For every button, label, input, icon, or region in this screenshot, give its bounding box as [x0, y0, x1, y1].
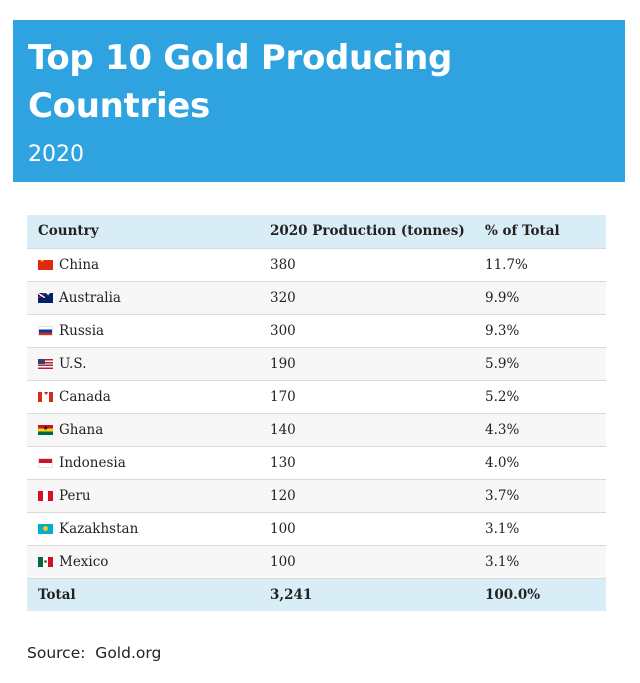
production-cell: 320	[259, 281, 474, 315]
total-row: Total 3,241 100.0%	[27, 578, 606, 611]
russia-flag-icon	[38, 325, 53, 336]
share-cell: 3.1%	[474, 512, 606, 546]
country-name: China	[59, 256, 100, 273]
share-cell: 11.7%	[474, 248, 606, 282]
production-cell: 100	[259, 512, 474, 546]
total-label: Total	[38, 586, 76, 603]
table-row: Mexico 100 3.1%	[27, 545, 606, 579]
production-cell: 300	[259, 314, 474, 348]
country-name: Kazakhstan	[59, 520, 139, 537]
table-row: Kazakhstan 100 3.1%	[27, 512, 606, 546]
gold-production-table: Country 2020 Production (tonnes) % of To…	[27, 215, 606, 611]
table-row: Peru 120 3.7%	[27, 479, 606, 513]
production-cell: 190	[259, 347, 474, 381]
table-row: Ghana 140 4.3%	[27, 413, 606, 447]
country-cell: Kazakhstan	[27, 512, 259, 546]
country-name: Australia	[59, 289, 121, 306]
china-flag-icon	[38, 259, 53, 270]
page-title: Top 10 Gold Producing Countries	[28, 38, 453, 126]
column-header-share: % of Total	[474, 215, 606, 249]
title-banner: Top 10 Gold Producing Countries 2020	[13, 20, 625, 182]
peru-flag-icon	[38, 490, 53, 501]
share-cell: 9.9%	[474, 281, 606, 315]
share-cell: 4.0%	[474, 446, 606, 480]
share-cell: 9.3%	[474, 314, 606, 348]
source-note: Source: Gold.org	[27, 644, 162, 662]
column-header-production: 2020 Production (tonnes)	[259, 215, 474, 249]
country-cell: China	[27, 248, 259, 282]
canada-flag-icon	[38, 391, 53, 402]
table-row: Canada 170 5.2%	[27, 380, 606, 414]
country-name: Russia	[59, 322, 105, 339]
country-cell: Ghana	[27, 413, 259, 447]
table-row: U.S. 190 5.9%	[27, 347, 606, 381]
production-cell: 380	[259, 248, 474, 282]
page-subtitle-year: 2020	[28, 142, 84, 167]
country-cell: Peru	[27, 479, 259, 513]
production-cell: 130	[259, 446, 474, 480]
production-cell: 170	[259, 380, 474, 414]
country-cell: Russia	[27, 314, 259, 348]
production-cell: 100	[259, 545, 474, 579]
production-cell: 120	[259, 479, 474, 513]
country-cell: Canada	[27, 380, 259, 414]
kazakhstan-flag-icon	[38, 523, 53, 534]
country-cell: Australia	[27, 281, 259, 315]
australia-flag-icon	[38, 292, 53, 303]
share-cell: 5.2%	[474, 380, 606, 414]
country-cell: U.S.	[27, 347, 259, 381]
share-cell: 4.3%	[474, 413, 606, 447]
table-row: Australia 320 9.9%	[27, 281, 606, 315]
country-name: Ghana	[59, 421, 104, 438]
us-flag-icon	[38, 358, 53, 369]
country-name: U.S.	[59, 355, 87, 372]
country-name: Mexico	[59, 553, 109, 570]
country-cell: Mexico	[27, 545, 259, 579]
indonesia-flag-icon	[38, 457, 53, 468]
table-row: Russia 300 9.3%	[27, 314, 606, 348]
total-production: 3,241	[270, 586, 313, 603]
mexico-flag-icon	[38, 556, 53, 567]
country-name: Canada	[59, 388, 111, 405]
share-cell: 5.9%	[474, 347, 606, 381]
table-row: Indonesia 130 4.0%	[27, 446, 606, 480]
table-row: China 380 11.7%	[27, 248, 606, 282]
production-cell: 140	[259, 413, 474, 447]
share-cell: 3.1%	[474, 545, 606, 579]
table-header-row: Country 2020 Production (tonnes) % of To…	[27, 215, 606, 249]
country-name: Peru	[59, 487, 91, 504]
country-cell: Indonesia	[27, 446, 259, 480]
country-name: Indonesia	[59, 454, 126, 471]
ghana-flag-icon	[38, 424, 53, 435]
total-share: 100.0%	[485, 586, 541, 603]
share-cell: 3.7%	[474, 479, 606, 513]
column-header-country: Country	[27, 215, 259, 249]
